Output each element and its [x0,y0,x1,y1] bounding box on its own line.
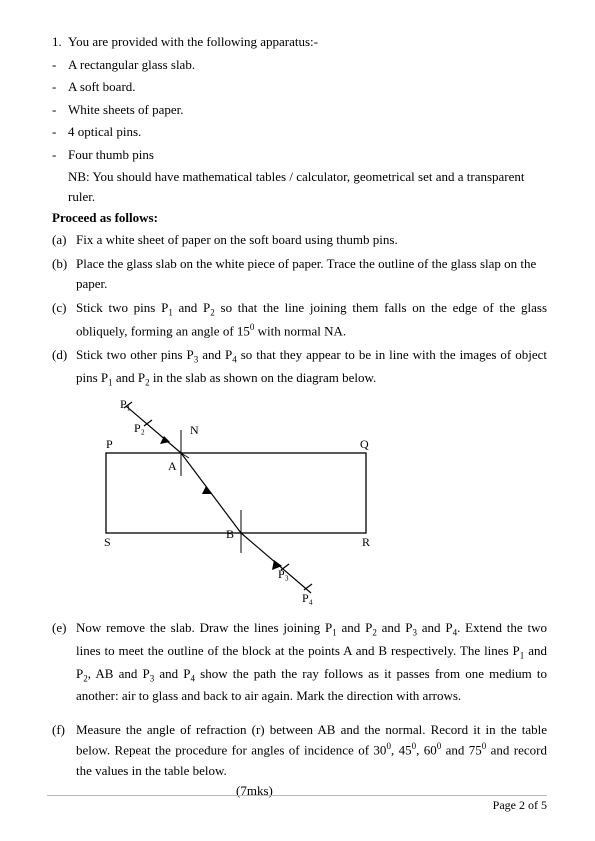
step-body: Now remove the slab. Draw the lines join… [76,618,547,706]
intro-bullet: -A soft board. [52,77,547,97]
page-footer: Page 2 of 5 [47,795,547,813]
step-label: (a) [52,230,76,250]
label-P2: P₂ [134,421,145,435]
label-P: P [106,437,113,451]
text-run: , AB and P [88,666,150,681]
step-body: Measure the angle of refraction (r) betw… [76,720,547,801]
text-run: and 75 [441,743,482,758]
bullet-text: White sheets of paper. [68,100,184,120]
label-A: A [168,459,177,473]
label-P4: P₄ [302,591,313,605]
diagram-svg: P₁ P₂ N P Q A B S R P₃ P₄ [76,398,396,608]
text-run: and P [113,370,146,385]
text-run: and P [198,347,232,362]
text-run: Stick two other pins P [76,347,194,362]
intro-list: 1. You are provided with the following a… [52,32,547,206]
label-Q: Q [360,437,369,451]
step-label: (c) [52,298,76,341]
bullet-text: 4 optical pins. [68,122,141,142]
step-d: (d) Stick two other pins P3 and P4 so th… [52,345,547,390]
step-b: (b) Place the glass slab on the white pi… [52,254,547,294]
text-run: and P [417,620,453,635]
step-label: (d) [52,345,76,390]
intro-number: 1. [52,32,68,52]
text-run: and P [173,300,210,315]
intro-bullet: -Four thumb pins [52,145,547,165]
slab-rect [106,453,366,533]
text-run: , 45 [391,743,412,758]
label-P1: P₁ [120,398,131,411]
refraction-diagram: P₁ P₂ N P Q A B S R P₃ P₄ [76,398,547,612]
intro-bullet: -A rectangular glass slab. [52,55,547,75]
bullet-text: Four thumb pins [68,145,154,165]
proceed-heading: Proceed as follows: [52,210,547,226]
step-e: (e) Now remove the slab. Draw the lines … [52,618,547,706]
pin-mark [304,584,312,590]
step-a: (a) Fix a white sheet of paper on the so… [52,230,547,250]
intro-lead-text: You are provided with the following appa… [68,32,318,52]
text-run: and P [337,620,373,635]
step-body: Fix a white sheet of paper on the soft b… [76,230,547,250]
label-R: R [362,535,370,549]
step-c: (c) Stick two pins P1 and P2 so that the… [52,298,547,341]
label-S: S [104,535,111,549]
text-run: with normal NA. [254,323,346,338]
label-B: B [226,527,234,541]
text-run: Now remove the slab. Draw the lines join… [76,620,332,635]
text-run: , 60 [416,743,437,758]
text-run: in the slab as shown on the diagram belo… [150,370,377,385]
step-body: Stick two other pins P3 and P4 so that t… [76,345,547,390]
text-run: and P [377,620,413,635]
step-body: Place the glass slab on the white piece … [76,254,547,294]
step-f: (f) Measure the angle of refraction (r) … [52,720,547,801]
intro-nb: NB: You should have mathematical tables … [68,167,547,206]
text-run: Stick two pins P [76,300,168,315]
intro-lead: 1. You are provided with the following a… [52,32,547,52]
step-body: Stick two pins P1 and P2 so that the lin… [76,298,547,341]
label-P3: P₃ [278,567,289,581]
text-run: and P [154,666,190,681]
label-N: N [190,423,199,437]
step-label: (b) [52,254,76,294]
intro-bullet: -White sheets of paper. [52,100,547,120]
step-label: (e) [52,618,76,706]
page-number: Page 2 of 5 [493,798,547,812]
bullet-text: A soft board. [68,77,136,97]
intro-bullet: -4 optical pins. [52,122,547,142]
step-label: (f) [52,720,76,801]
bullet-text: A rectangular glass slab. [68,55,195,75]
